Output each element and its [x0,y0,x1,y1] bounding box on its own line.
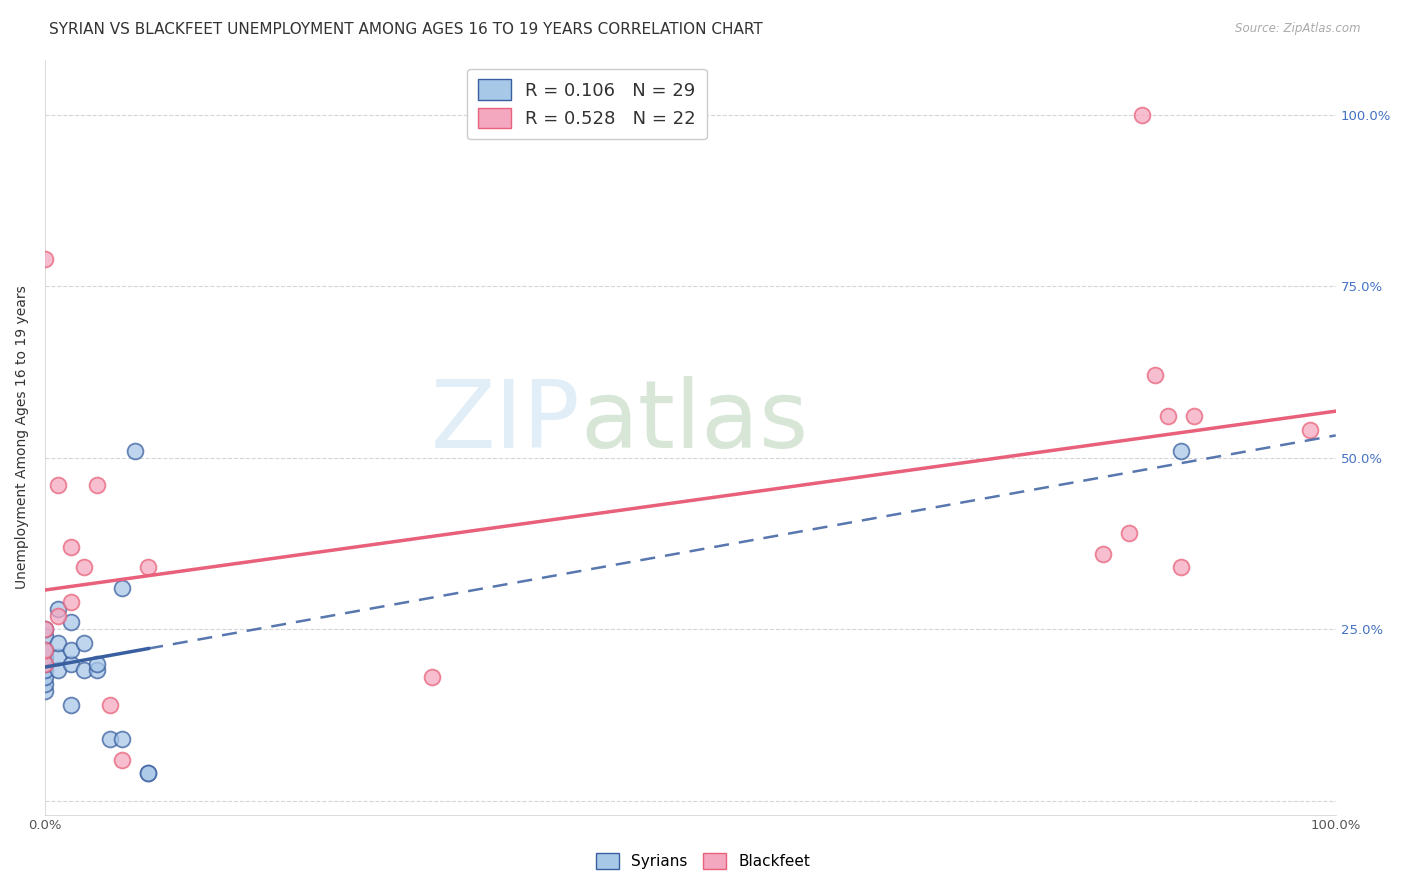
Point [111,732,134,747]
Text: atlas: atlas [581,376,808,468]
Text: ZIP: ZIP [432,376,581,468]
Point [98,732,121,747]
Point [136,560,159,574]
Point [1182,409,1205,424]
Point [34,252,56,266]
Legend: R = 0.106   N = 29, R = 0.528   N = 22: R = 0.106 N = 29, R = 0.528 N = 22 [467,69,707,139]
Point [1299,423,1322,437]
Text: Source: ZipAtlas.com: Source: ZipAtlas.com [1236,22,1361,36]
Point [59,595,82,609]
Point [34,664,56,678]
Point [124,443,146,458]
Point [1170,560,1192,574]
Legend: Syrians, Blackfeet: Syrians, Blackfeet [591,847,815,875]
Point [59,698,82,712]
Point [136,766,159,780]
Point [34,622,56,636]
Point [73,664,96,678]
Point [34,684,56,698]
Point [1144,368,1167,383]
Point [34,629,56,643]
Point [46,636,69,650]
Point [86,478,108,492]
Point [34,649,56,664]
Point [1118,526,1140,541]
Point [46,649,69,664]
Point [46,664,69,678]
Point [34,643,56,657]
Point [59,657,82,671]
Point [34,622,56,636]
Point [34,670,56,684]
Point [46,608,69,623]
Point [98,698,121,712]
Point [86,664,108,678]
Point [34,657,56,671]
Point [73,636,96,650]
Point [34,657,56,671]
Point [1092,547,1115,561]
Point [59,615,82,630]
Point [34,643,56,657]
Point [34,677,56,691]
Point [136,766,159,780]
Point [1157,409,1180,424]
Point [420,670,443,684]
Point [73,560,96,574]
Point [86,657,108,671]
Point [46,601,69,615]
Text: SYRIAN VS BLACKFEET UNEMPLOYMENT AMONG AGES 16 TO 19 YEARS CORRELATION CHART: SYRIAN VS BLACKFEET UNEMPLOYMENT AMONG A… [49,22,763,37]
Point [111,581,134,595]
Point [59,540,82,554]
Point [34,643,56,657]
Point [1170,443,1192,458]
Point [1130,107,1153,121]
Point [59,643,82,657]
Point [111,753,134,767]
Y-axis label: Unemployment Among Ages 16 to 19 years: Unemployment Among Ages 16 to 19 years [15,285,30,589]
Point [46,478,69,492]
